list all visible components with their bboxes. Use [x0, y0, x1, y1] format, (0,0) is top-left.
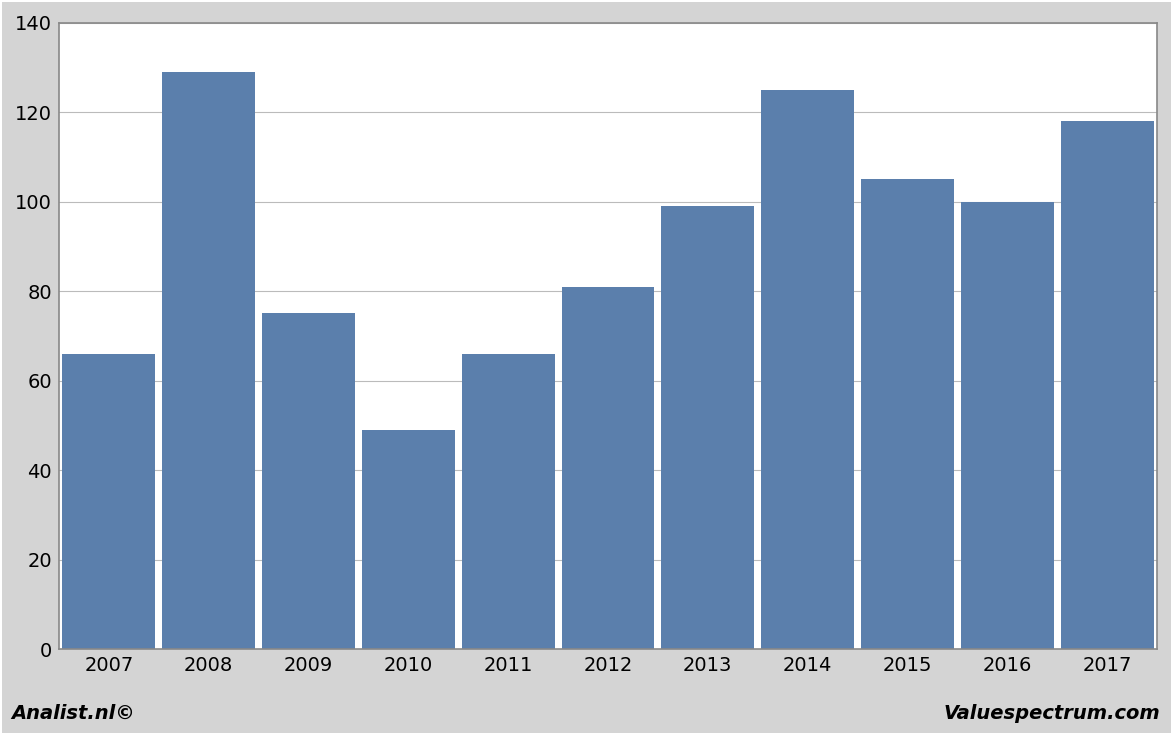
Bar	[362, 429, 455, 649]
Bar	[661, 206, 755, 649]
Bar	[861, 179, 954, 649]
Bar	[462, 354, 554, 649]
Bar	[62, 354, 155, 649]
Text: Analist.nl©: Analist.nl©	[12, 704, 136, 723]
Bar	[561, 286, 654, 649]
Bar	[263, 313, 355, 649]
Text: Valuespectrum.com: Valuespectrum.com	[943, 704, 1160, 723]
Bar	[761, 90, 854, 649]
Bar	[162, 72, 255, 649]
Bar	[1061, 121, 1153, 649]
Bar	[961, 202, 1054, 649]
